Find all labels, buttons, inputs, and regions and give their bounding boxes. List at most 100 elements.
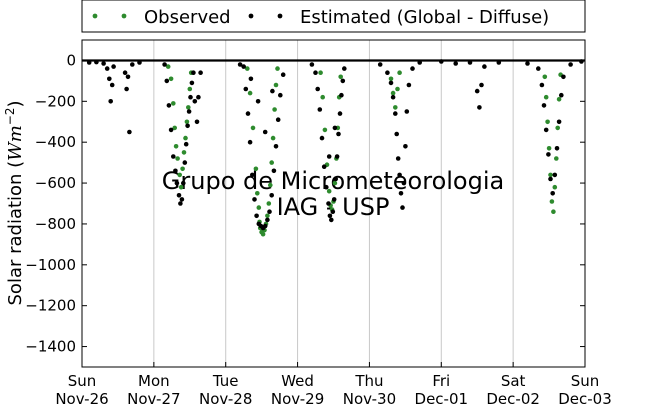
point-estimated — [342, 66, 347, 71]
point-observed — [549, 199, 555, 204]
point-observed — [265, 213, 270, 219]
point-observed — [393, 105, 398, 110]
point-estimated — [377, 62, 383, 67]
point-estimated — [94, 59, 99, 65]
point-observed — [275, 66, 280, 71]
point-estimated — [198, 70, 203, 75]
point-observed — [552, 184, 558, 190]
legend: Observed Estimated (Global - Diffuse) — [81, 0, 586, 33]
point-estimated — [315, 86, 321, 92]
point-estimated — [245, 111, 251, 116]
y-tick-label: −600 — [35, 174, 76, 192]
point-estimated — [309, 62, 315, 67]
point-estimated — [179, 197, 185, 202]
y-tick-label: 0 — [66, 51, 76, 69]
point-estimated — [556, 119, 562, 125]
point-estimated — [339, 92, 344, 98]
point-estimated — [101, 61, 106, 66]
point-estimated — [439, 59, 444, 64]
point-estimated — [482, 64, 487, 69]
point-observed — [254, 191, 260, 196]
point-observed — [175, 156, 180, 161]
point-estimated — [327, 213, 333, 219]
point-observed — [388, 76, 394, 82]
point-estimated — [467, 60, 473, 65]
x-tick-label: Nov-30 — [343, 390, 396, 408]
point-estimated — [326, 201, 331, 206]
point-estimated — [331, 197, 337, 202]
point-estimated — [321, 164, 327, 169]
x-tick-label: Thu — [354, 372, 383, 390]
point-estimated — [185, 123, 190, 129]
point-observed — [268, 182, 273, 188]
x-tick-label: Mon — [138, 372, 170, 390]
point-estimated — [111, 64, 116, 69]
point-estimated — [183, 141, 189, 147]
watermark: Grupo de Micrometeorologia IAG - USP — [162, 167, 504, 221]
point-observed — [183, 135, 188, 141]
point-estimated — [525, 61, 530, 66]
point-observed — [318, 70, 323, 75]
point-estimated — [127, 129, 132, 135]
point-estimated — [403, 144, 408, 149]
y-axis-label: Solar radiation (Wm−2) — [3, 100, 26, 305]
plot-area: Grupo de Micrometeorologia IAG - USP 0 −2… — [25, 39, 612, 408]
point-estimated — [332, 125, 338, 131]
point-observed — [171, 101, 176, 106]
point-estimated — [275, 117, 281, 122]
point-observed — [272, 107, 277, 112]
x-tick-label: Fri — [432, 372, 450, 390]
x-tick-label: Nov-29 — [271, 390, 324, 408]
point-estimated — [162, 62, 167, 67]
point-estimated — [192, 99, 198, 104]
point-estimated — [267, 209, 272, 214]
point-estimated — [579, 59, 584, 64]
point-estimated — [333, 176, 339, 182]
point-estimated — [86, 60, 92, 65]
point-observed — [320, 94, 326, 100]
watermark-line-1: Grupo de Micrometeorologia — [162, 167, 504, 195]
point-estimated — [176, 193, 182, 198]
point-estimated — [280, 72, 286, 77]
x-tick-label: Sun — [68, 372, 97, 390]
point-observed — [187, 86, 193, 92]
point-observed — [247, 90, 253, 96]
y-tick-label: −200 — [35, 92, 76, 110]
point-estimated — [171, 154, 176, 159]
point-estimated — [191, 70, 196, 75]
point-observed — [177, 172, 182, 178]
point-estimated — [410, 66, 415, 71]
point-observed — [322, 127, 328, 133]
point-estimated — [254, 213, 259, 219]
point-estimated — [550, 191, 555, 196]
x-tick-label: Sat — [501, 372, 526, 390]
point-observed — [397, 70, 402, 75]
point-observed — [245, 66, 250, 71]
point-estimated — [271, 168, 277, 174]
point-estimated — [248, 76, 254, 82]
point-estimated — [453, 61, 459, 66]
point-observed — [253, 166, 259, 172]
point-estimated — [568, 62, 573, 67]
x-tick-label: Nov-27 — [127, 390, 180, 408]
point-observed — [178, 184, 184, 190]
point-estimated — [317, 107, 323, 112]
point-estimated — [109, 82, 115, 88]
point-estimated — [196, 94, 201, 100]
point-estimated — [104, 66, 110, 71]
point-estimated — [561, 74, 566, 80]
point-estimated — [326, 154, 332, 159]
point-estimated — [250, 172, 255, 178]
x-tick-label: Dec-02 — [486, 390, 540, 408]
point-estimated — [122, 70, 128, 75]
point-observed — [543, 94, 549, 100]
point-estimated — [186, 109, 192, 114]
point-observed — [165, 64, 171, 69]
point-estimated — [546, 152, 551, 157]
point-estimated — [166, 103, 172, 108]
point-observed — [546, 146, 552, 151]
x-tick-label: Dec-03 — [558, 390, 612, 408]
point-observed — [326, 188, 332, 194]
y-tick-label: −1000 — [25, 256, 76, 274]
